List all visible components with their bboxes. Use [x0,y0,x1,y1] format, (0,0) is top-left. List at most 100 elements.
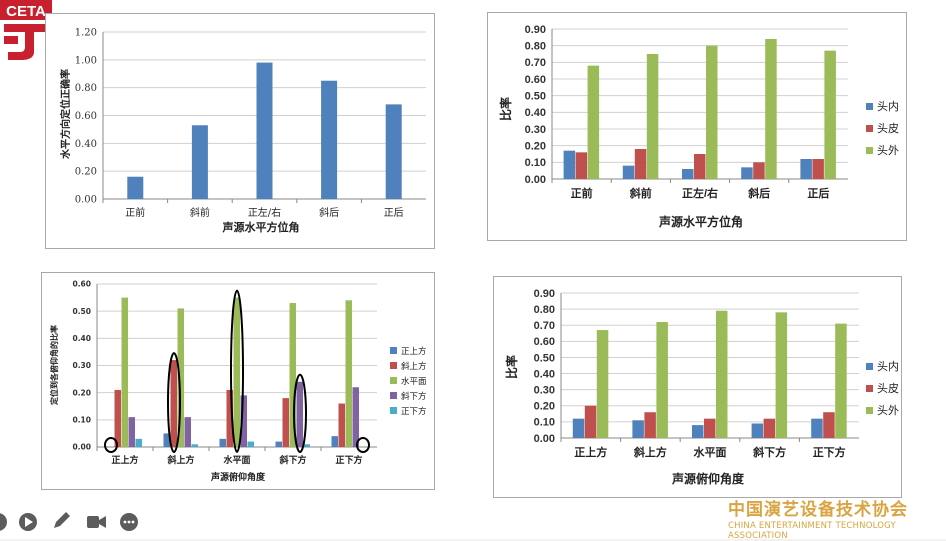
x-tick-label: 斜上方 [633,445,667,459]
legend-label: 头内 [877,359,899,373]
legend-swatch [866,125,873,132]
y-tick-label: 0.20 [72,388,91,397]
x-axis-label: 声源俯仰角度 [671,471,745,486]
x-tick-label: 斜前 [629,186,652,200]
legend-swatch [390,377,397,384]
chart-horizontal-accuracy: 0.00 0.20 0.40 0.60 0.80 1.00 1.20 正前 斜前 正左/右 斜后 正后… [59,28,426,234]
bar [114,389,121,447]
bar [775,312,788,438]
legend-label: 水平面 [401,376,427,387]
y-tick-label: 0.30 [525,124,546,136]
bar [656,322,668,438]
more-icon[interactable] [120,513,138,531]
org-name-cn: 中国演艺设备技术协会 [728,500,908,520]
x-axis-label: 声源水平方位角 [222,220,300,234]
highlight-ellipse [104,437,118,453]
x-tick-label: 正上方 [111,454,138,466]
bar [170,360,177,447]
x-tick-label: 正后 [384,207,404,219]
y-tick-label: 0.10 [72,415,91,424]
camera-icon[interactable] [87,516,106,528]
bar [824,50,836,179]
bar [385,104,402,199]
legend-label: 正上方 [401,346,427,357]
legend-label: 斜下方 [401,391,427,402]
y-tick-label: 0.40 [75,139,97,150]
chart-panel-horizontal-externalization: 0.00 0.10 0.20 0.30 0.40 0.50 0.60 0.70 0.80 0.90… [487,12,907,241]
y-tick-label: 0.80 [525,41,546,53]
x-tick-label: 正左/右 [248,206,281,219]
highlight-ellipse [230,289,244,453]
bar [121,297,128,447]
legend-swatch [866,147,873,154]
legend-swatch [866,385,873,392]
presentation-controls [0,506,150,536]
x-tick-label: 斜后 [319,206,339,219]
legend-swatch [390,407,397,414]
y-tick-label: 0.60 [534,336,555,348]
bar [823,412,835,438]
legend-label: 头皮 [877,382,899,395]
bar [177,308,184,447]
x-axis-label: 声源水平方位角 [658,214,743,229]
bar [741,167,753,179]
y-tick-label: 0.40 [525,107,546,119]
legend-swatch [866,407,873,414]
chart-panel-elevation-perception: 0.00 0.10 0.20 0.30 0.40 0.50 0.60 正上方 斜上方 水平面 斜下方… [41,272,435,490]
bar [331,436,338,447]
legend-swatch [390,362,397,369]
bar [226,389,233,447]
bar [800,159,812,179]
legend-label: 头内 [877,99,899,113]
bar [240,395,247,447]
bar [763,418,776,438]
bar [694,154,706,179]
bar [811,418,823,438]
bar [296,381,303,447]
bar [163,433,170,447]
y-tick-label: 0.00 [75,195,97,206]
y-tick-label: 0.00 [72,443,91,452]
bar [219,438,226,447]
bar [644,412,656,438]
y-tick-label: 0.30 [72,361,91,370]
bar [282,398,289,447]
bar [835,323,847,438]
logo-text: CETA [6,3,46,20]
play-icon[interactable] [19,513,37,531]
bar [256,62,273,199]
y-tick-label: 0.50 [525,91,546,103]
pen-icon[interactable] [54,512,70,528]
bar [646,54,659,179]
bar [751,423,764,438]
legend-swatch [866,103,873,110]
x-tick-label: 斜下方 [752,445,786,459]
y-tick-label: 0.10 [525,157,546,169]
y-axis-label: 比率 [498,97,513,121]
y-tick-label: 0.90 [525,24,546,36]
y-tick-label: 0.80 [75,83,97,94]
bar [706,45,718,179]
y-tick-label: 1.20 [75,28,97,39]
y-tick-label: 0.10 [534,417,555,429]
y-tick-label: 0.00 [534,433,555,445]
legend-label: 头外 [877,144,899,157]
bar [303,444,310,447]
bar [233,297,240,447]
legend-swatch [866,363,873,370]
y-tick-label: 0.60 [525,74,546,86]
x-tick-label: 正前 [125,206,145,219]
bar [135,438,142,447]
bar [765,39,777,179]
bar [321,80,338,199]
bar [634,149,647,179]
bar [338,403,345,447]
x-tick-label: 斜下方 [278,454,306,466]
y-tick-label: 1.00 [75,55,97,66]
y-tick-label: 0.20 [75,167,97,178]
bar [345,300,352,447]
y-axis-label: 定位到各俯仰角的比率 [49,325,59,406]
bar [753,162,765,179]
y-tick-label: 0.80 [534,304,555,316]
highlight-ellipse [356,437,370,453]
